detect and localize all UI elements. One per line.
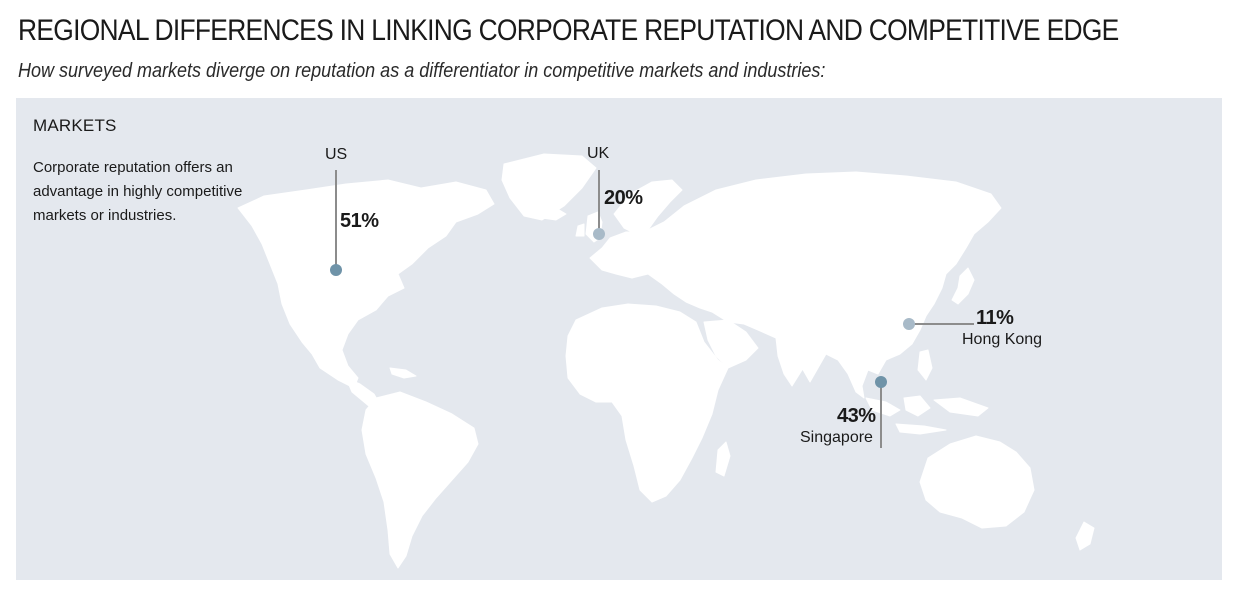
hong-kong-label: Hong Kong (962, 331, 1043, 348)
arabia-shape (703, 319, 759, 369)
world-map (237, 153, 1095, 569)
iceland-shape (539, 207, 567, 221)
legend-heading: MARKETS (33, 116, 117, 135)
leader-lines (335, 170, 974, 448)
singapore-label: Singapore (800, 429, 873, 446)
japan-shape (951, 267, 975, 305)
singapore-marker (875, 376, 887, 388)
north-america-shape (237, 179, 495, 389)
us-marker (330, 264, 342, 276)
new-zealand-shape (1075, 521, 1095, 551)
australia-shape (919, 435, 1035, 529)
legend-description: Corporate reputation offers an advantage… (33, 159, 243, 224)
caribbean-shape (389, 367, 417, 379)
india-shape (775, 333, 817, 387)
chart-title: REGIONAL DIFFERENCES IN LINKING CORPORAT… (18, 14, 1119, 47)
us-value: 51% (340, 210, 379, 232)
chart-subtitle: How surveyed markets diverge on reputati… (18, 60, 826, 82)
hong-kong-value: 11% (976, 307, 1014, 329)
uk-marker (593, 228, 605, 240)
eurasia-shape (589, 171, 1002, 399)
greenland-shape (501, 153, 597, 221)
markers (330, 228, 915, 388)
map-panel: MARKETS Corporate reputation offers an a… (16, 98, 1222, 580)
indonesia-shape (865, 395, 989, 435)
uk-label: UK (587, 145, 610, 162)
madagascar-shape (715, 441, 731, 477)
us-label: US (325, 146, 348, 163)
africa-shape (565, 303, 729, 503)
philippines-shape (917, 349, 933, 381)
singapore-value: 43% (837, 405, 876, 427)
land-masses (237, 153, 1095, 569)
uk-value: 20% (604, 187, 643, 209)
south-america-shape (361, 391, 479, 569)
hong-kong-marker (903, 318, 915, 330)
